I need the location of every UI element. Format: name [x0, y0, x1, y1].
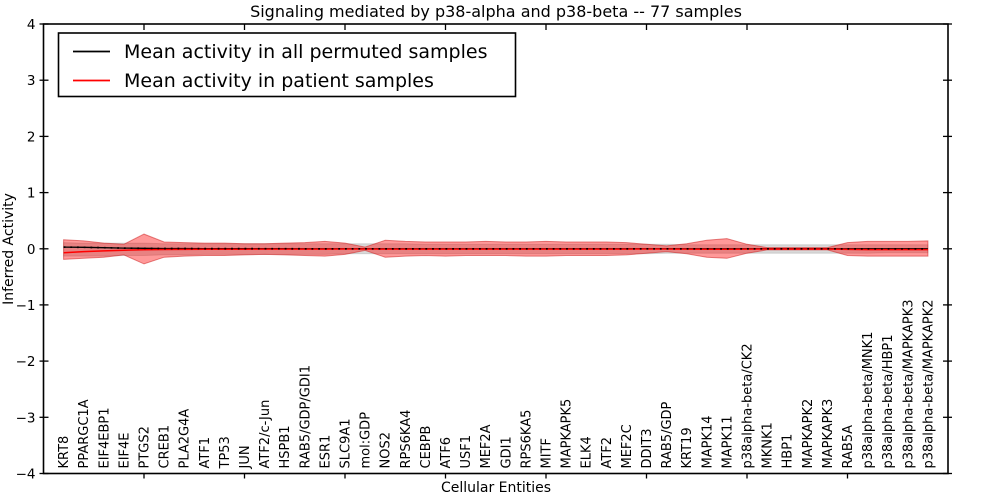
entity-label: CREB1	[158, 425, 173, 469]
y-tick-label: −2	[16, 354, 36, 370]
mean-lines	[63, 246, 928, 254]
entity-label: RPS6KA5	[519, 410, 534, 469]
entity-label: EIF4E	[117, 432, 132, 468]
entity-label: JUN	[238, 445, 253, 469]
entity-label: CEBPB	[419, 426, 434, 469]
y-tick-label: 3	[27, 73, 36, 89]
y-tick-labels: 4 3 2 1 0 −1 −2 −3 −4	[16, 17, 36, 483]
entity-label: RPS6KA4	[399, 410, 414, 469]
entity-label: USF1	[459, 435, 474, 469]
entity-label: HSPB1	[278, 425, 293, 468]
patient-mean-line	[63, 248, 928, 254]
entity-label: MAPKAPK3	[821, 399, 836, 469]
legend-label-permuted: Mean activity in all permuted samples	[124, 41, 487, 63]
entity-label: MITF	[540, 438, 555, 468]
entity-label: ATF2	[600, 437, 615, 469]
entity-label: p38alpha-beta/HBP1	[881, 334, 896, 468]
entity-label: ELK4	[580, 436, 595, 468]
y-tick-label: −1	[16, 298, 36, 314]
entity-label: ATF6	[439, 437, 454, 469]
y-tick-label: −3	[16, 410, 36, 426]
entity-label: ATF2/c-Jun	[258, 400, 273, 469]
entity-label: KRT8	[57, 436, 72, 469]
entity-label: MAPKAPK2	[801, 399, 816, 469]
entity-label: p38alpha-beta/CK2	[741, 343, 756, 468]
y-tick-label: 4	[27, 17, 36, 33]
entity-label: p38alpha-beta/MNK1	[861, 332, 876, 469]
entity-label: MAPKAPK5	[560, 399, 575, 469]
y-tick-label: 1	[27, 186, 36, 202]
entity-label: RAB5/GDP	[660, 401, 675, 468]
y-axis-label: Inferred Activity	[1, 193, 17, 305]
entity-label: PLA2G4A	[178, 409, 193, 469]
legend-label-patient: Mean activity in patient samples	[124, 70, 434, 92]
entity-label: SLC9A1	[339, 418, 354, 468]
entity-label: MEF2A	[479, 424, 494, 468]
entity-label: ATF1	[198, 437, 213, 469]
entity-label: mol:GDP	[359, 412, 374, 469]
entity-label: MAPK14	[700, 415, 715, 468]
entity-label: MEF2C	[620, 424, 635, 468]
entity-label: p38alpha-beta/MAPKAPK2	[921, 300, 936, 469]
chart-title: Signaling mediated by p38-alpha and p38-…	[250, 2, 742, 21]
entity-tick-labels: KRT8 PPARGC1A EIF4EBP1 EIF4E PTGS2 CREB1 PLA2G…	[57, 300, 936, 470]
axis-ticks	[39, 23, 952, 479]
x-axis-label: Cellular Entities	[441, 480, 551, 496]
y-tick-label: 0	[27, 242, 36, 258]
entity-label: EIF4EBP1	[97, 407, 112, 468]
legend-box	[57, 32, 517, 98]
entity-label: DDIT3	[640, 428, 655, 468]
entity-label: PPARGC1A	[77, 399, 92, 468]
y-tick-label: 2	[27, 129, 36, 145]
legend: Mean activity in all permuted samples Me…	[57, 32, 517, 98]
y-tick-label: −4	[16, 467, 36, 483]
entity-label: MAPK11	[720, 415, 735, 468]
entity-label: MKNK1	[761, 422, 776, 468]
entity-label: ESR1	[318, 435, 333, 469]
entity-label: TP53	[218, 436, 233, 469]
entity-label: GDI1	[499, 436, 514, 468]
entity-label: PTGS2	[138, 426, 153, 468]
entity-label: RAB5A	[841, 425, 856, 469]
entity-label: NOS2	[379, 432, 394, 468]
entity-label: HBP1	[781, 434, 796, 469]
entity-label: KRT19	[680, 427, 695, 468]
entity-label: RAB5/GDP/GDI1	[298, 365, 313, 468]
entity-label: p38alpha-beta/MAPKAPK3	[901, 300, 916, 469]
